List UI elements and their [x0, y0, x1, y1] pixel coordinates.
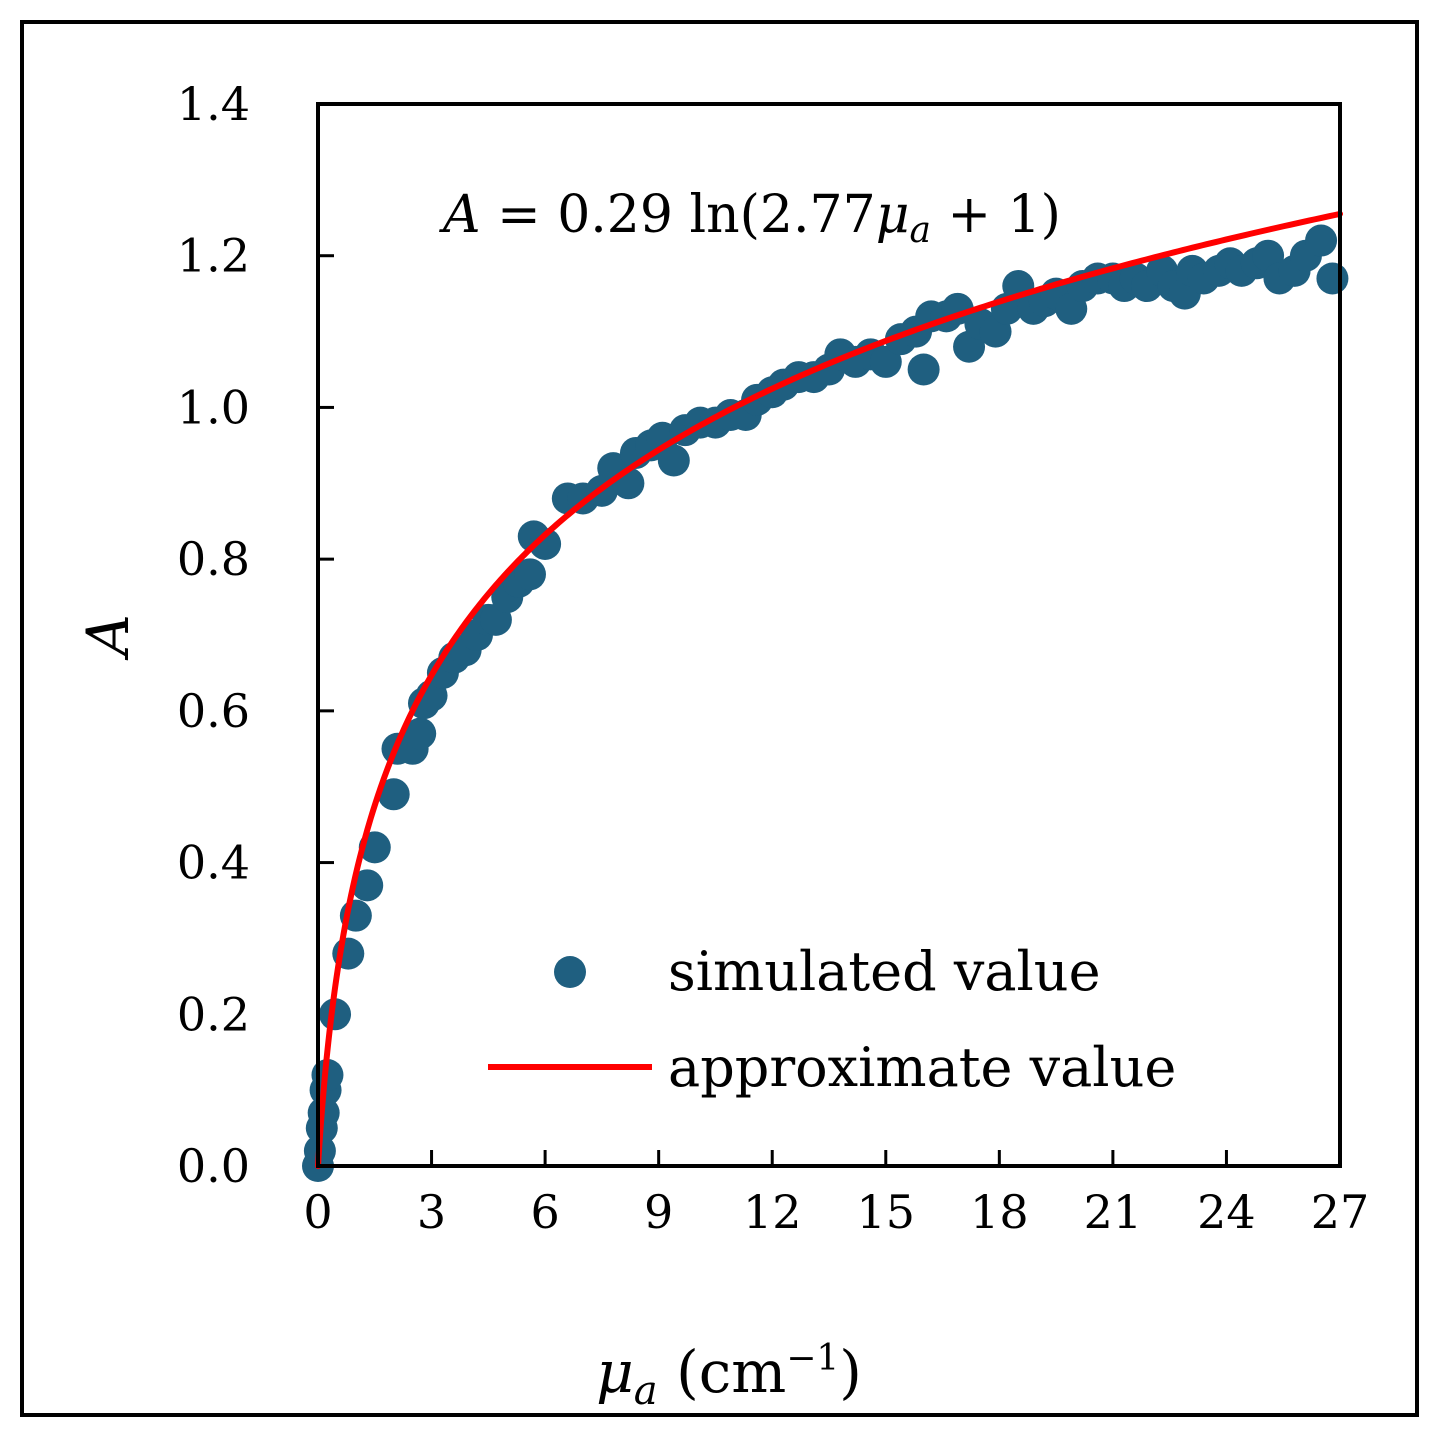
y-axis-title: A	[74, 614, 142, 661]
x-axis-title-subscript: a	[634, 1368, 658, 1414]
data-point	[1316, 262, 1349, 295]
x-tick-label: 0	[303, 1185, 332, 1239]
legend-label-simulated: simulated value	[668, 940, 1101, 1003]
legend-label-approximate: approximate value	[668, 1036, 1176, 1099]
equation-tail: + 1)	[931, 185, 1061, 245]
fit-curve-series	[315, 210, 1343, 1169]
x-tick-label: 21	[1084, 1185, 1143, 1239]
data-point	[869, 345, 902, 378]
plot-area	[316, 102, 1342, 1168]
y-tick-label: 0.2	[177, 987, 250, 1041]
y-tick-label: 1.0	[177, 380, 250, 434]
fit-curve-line	[315, 210, 1343, 1169]
data-point	[1305, 224, 1338, 257]
equation-symbol: μ	[876, 185, 910, 245]
equation-subscript: a	[910, 210, 931, 251]
data-point	[513, 558, 546, 591]
legend: simulated value approximate value	[488, 940, 1176, 1099]
data-point	[404, 717, 437, 750]
x-tick-label: 15	[857, 1185, 916, 1239]
x-tick-label: 18	[970, 1185, 1029, 1239]
y-tick-label: 1.2	[177, 229, 250, 283]
x-tick-label: 24	[1197, 1185, 1256, 1239]
y-tick-label: 0.8	[177, 532, 250, 586]
x-axis-title-unit-close: )	[839, 1338, 862, 1406]
data-point	[351, 869, 384, 902]
figure-frame	[20, 20, 1419, 1417]
equation-annotation: A = 0.29 ln(2.77μa + 1)	[439, 185, 1061, 251]
x-axis-title-superscript: −1	[786, 1338, 839, 1379]
x-tick-label: 9	[644, 1185, 673, 1239]
y-tick-label: 1.4	[177, 77, 250, 131]
equation-lhs: A	[439, 185, 481, 245]
data-point	[657, 444, 690, 477]
data-point	[529, 527, 562, 560]
y-tick-label: 0.0	[177, 1139, 250, 1193]
x-tick-label: 12	[743, 1185, 802, 1239]
data-point	[377, 778, 410, 811]
x-tick-label: 6	[530, 1185, 559, 1239]
y-tick-label: 0.4	[177, 836, 250, 890]
x-tick-label: 27	[1311, 1185, 1370, 1239]
x-axis-title-unit: (cm	[658, 1338, 787, 1406]
y-tick-label: 0.6	[177, 684, 250, 738]
equation-mid: = 0.29 ln(2.77	[481, 185, 876, 245]
x-tick-label: 3	[417, 1185, 446, 1239]
data-point	[907, 353, 940, 386]
axes-layer: 0 3 6 9 12 15 18 21 24 27 0.0 0.2 0.4 0.6 0.8 1.0 1.2 1.4	[177, 77, 1369, 1239]
data-point	[319, 998, 352, 1031]
legend-marker-simulated	[554, 956, 586, 988]
x-axis-title: μa (cm−1)	[596, 1338, 862, 1414]
x-axis-title-symbol: μ	[596, 1338, 634, 1406]
